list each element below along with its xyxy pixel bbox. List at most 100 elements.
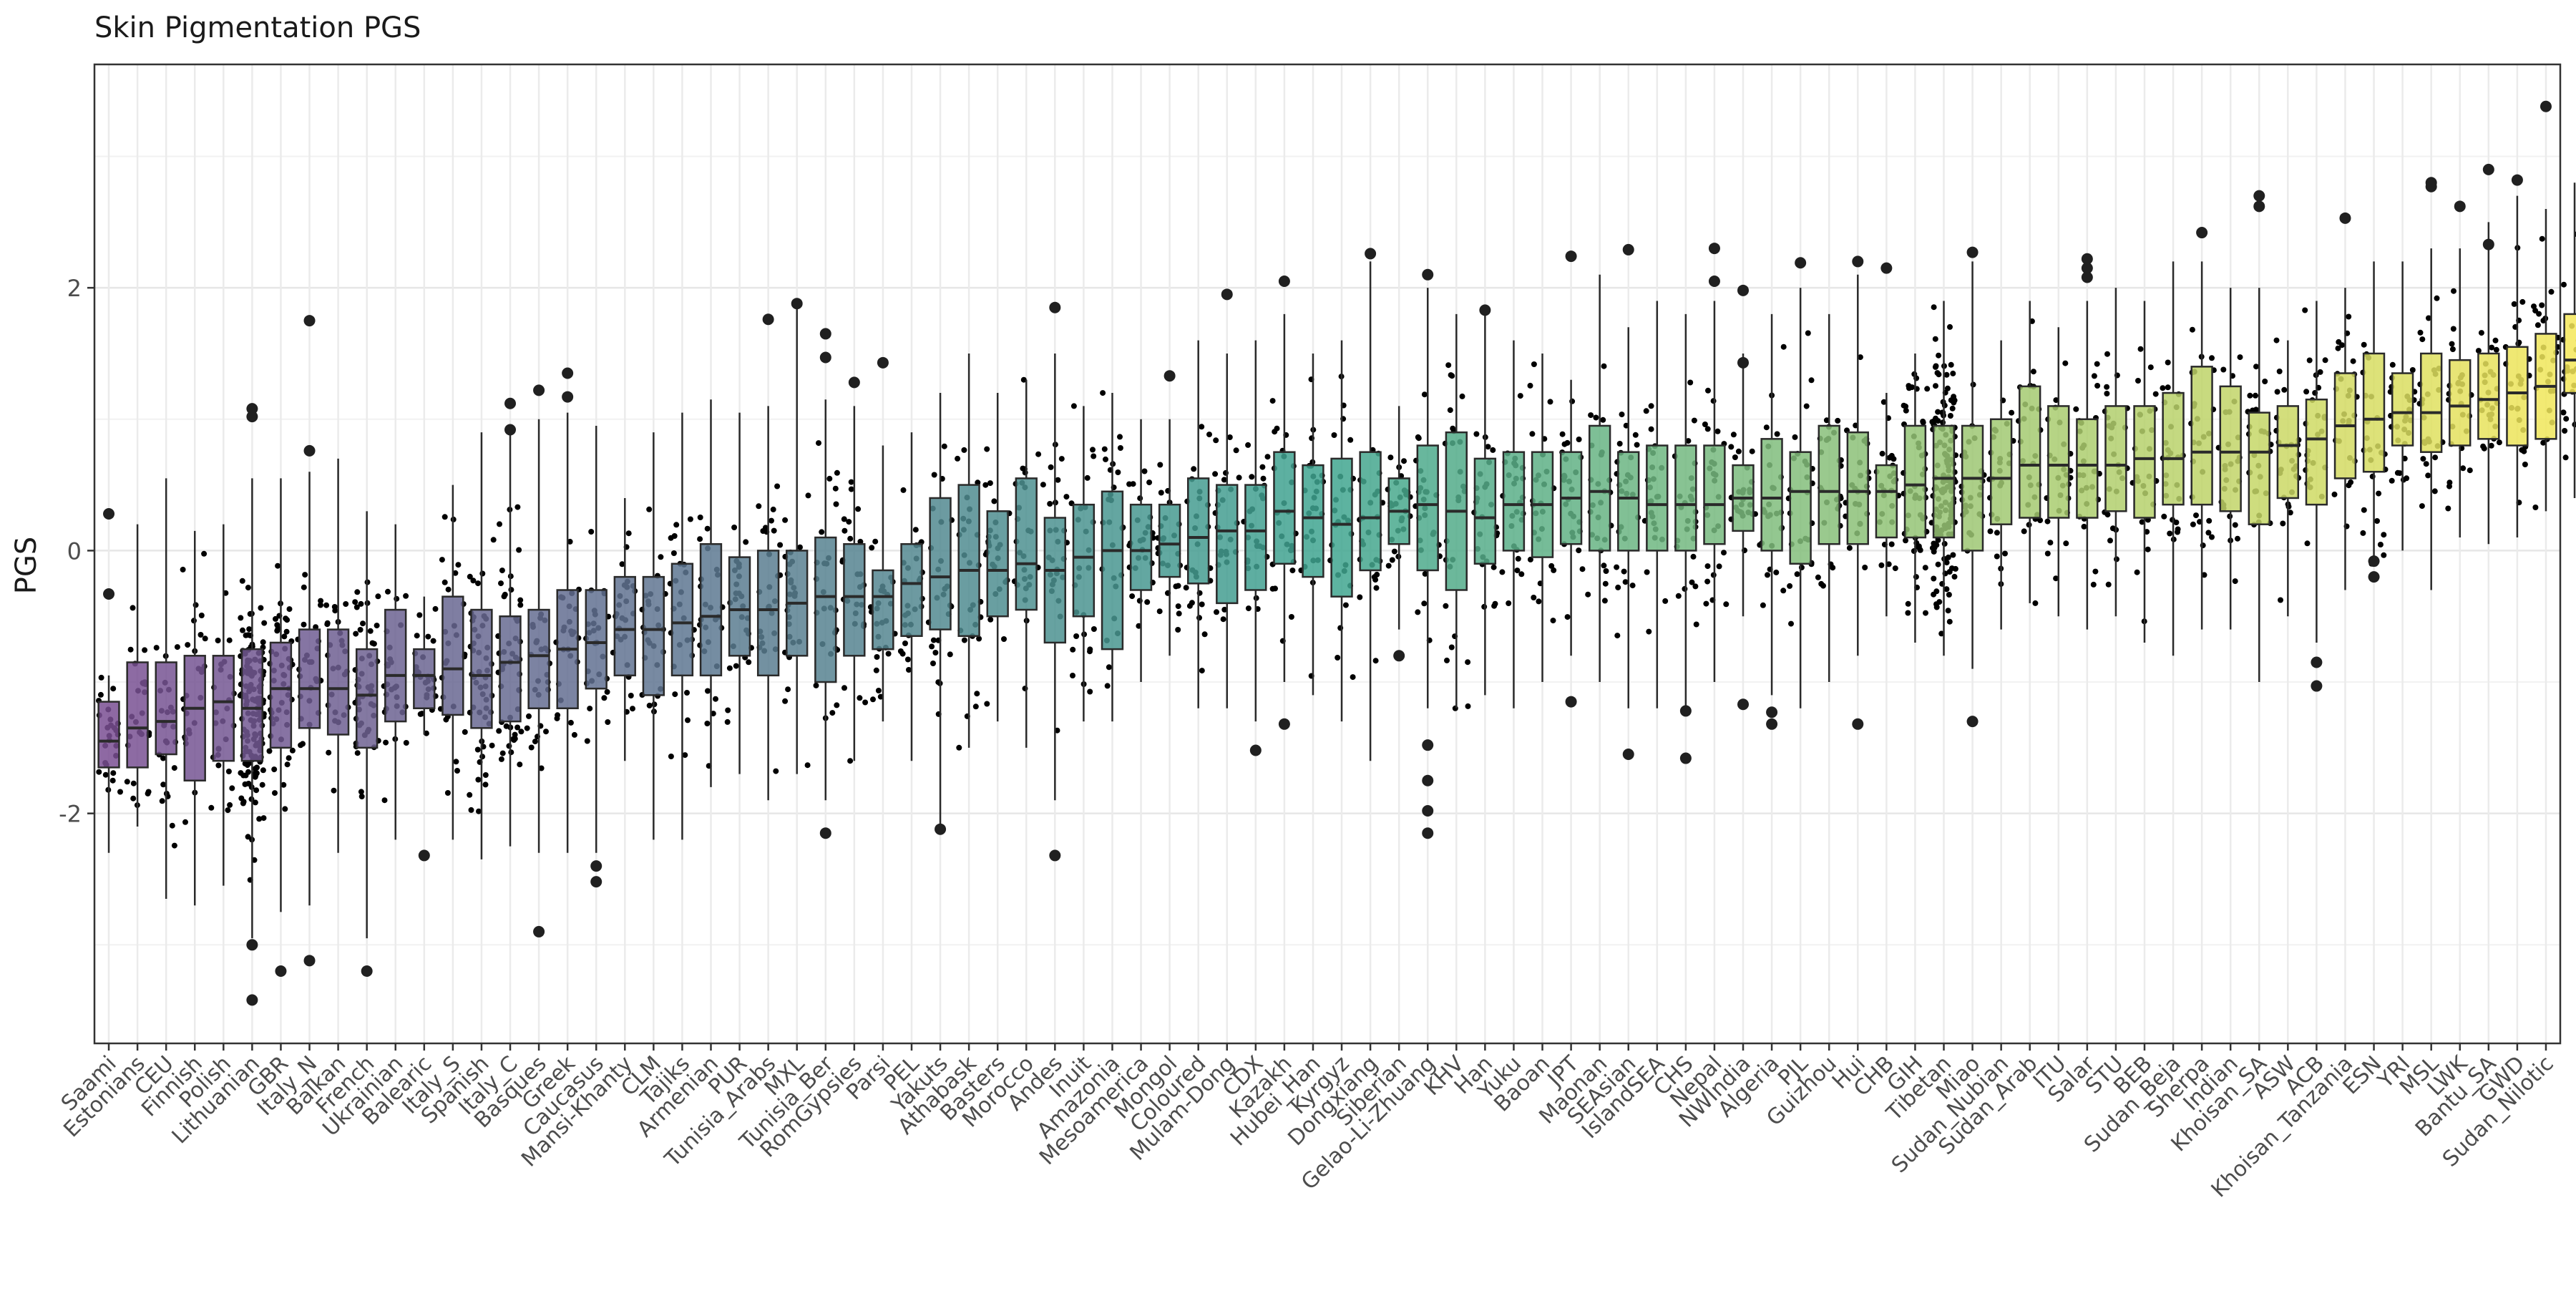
jitter-point <box>353 631 358 637</box>
jitter-point <box>504 724 509 729</box>
jitter-point <box>2205 530 2211 535</box>
jitter-point <box>245 762 250 768</box>
outlier-point <box>1680 705 1692 716</box>
jitter-point <box>526 713 532 719</box>
jitter-point <box>2247 393 2253 399</box>
jitter-point <box>1600 417 1606 423</box>
jitter-point <box>1270 398 1276 404</box>
jitter-point <box>2105 512 2111 517</box>
outlier-point <box>1422 269 1433 281</box>
jitter-point <box>833 486 839 492</box>
jitter-point <box>1950 552 1956 558</box>
box-body <box>2077 419 2097 518</box>
box-body <box>1045 518 1065 643</box>
jitter-point <box>1372 577 1378 583</box>
outlier-point <box>1422 775 1433 786</box>
jitter-point <box>2280 521 2285 527</box>
jitter-point <box>1528 383 1533 389</box>
outlier-point <box>1766 706 1777 718</box>
outlier-point <box>1967 716 1979 727</box>
jitter-point <box>705 526 711 532</box>
jitter-point <box>2497 439 2502 445</box>
jitter-point <box>2432 454 2438 460</box>
jitter-point <box>1913 574 1919 580</box>
jitter-point <box>1071 403 1077 409</box>
jitter-point <box>2281 387 2287 393</box>
jitter-point <box>905 657 911 663</box>
box-body <box>672 564 693 676</box>
outlier-point <box>1479 304 1491 316</box>
jitter-point <box>1035 452 1041 457</box>
jitter-point <box>2302 308 2308 313</box>
outlier-point <box>504 398 516 409</box>
jitter-point <box>145 791 151 796</box>
jitter-point <box>130 605 136 610</box>
jitter-point <box>1805 331 1811 336</box>
jitter-point <box>414 633 420 638</box>
jitter-point <box>226 769 232 774</box>
jitter-point <box>1531 361 1537 367</box>
jitter-point <box>2361 342 2367 348</box>
outlier-point <box>1967 247 1979 258</box>
chart-title: Skin Pigmentation PGS <box>94 11 421 44</box>
jitter-point <box>1118 445 1123 451</box>
jitter-point <box>343 601 348 607</box>
jitter-point <box>245 585 251 590</box>
jitter-point <box>1335 655 1340 661</box>
jitter-point <box>240 578 245 584</box>
jitter-point <box>2274 338 2280 344</box>
jitter-point <box>2104 384 2109 390</box>
jitter-point <box>1775 432 1780 437</box>
jitter-point <box>260 782 265 788</box>
box-body <box>1762 439 1782 550</box>
jitter-point <box>2173 520 2179 525</box>
jitter-point <box>1055 477 1060 483</box>
jitter-point <box>2540 236 2545 242</box>
jitter-point <box>403 593 409 599</box>
jitter-point <box>956 745 962 751</box>
jitter-point <box>2536 311 2542 317</box>
box-body <box>1819 426 1840 544</box>
jitter-point <box>698 515 703 520</box>
jitter-point <box>2381 532 2386 537</box>
jitter-point <box>1551 618 1556 623</box>
jitter-point <box>2253 364 2259 369</box>
jitter-point <box>274 622 280 628</box>
jitter-point <box>869 545 874 550</box>
jitter-point <box>1731 432 1737 437</box>
jitter-point <box>500 751 506 756</box>
jitter-point <box>2562 428 2567 434</box>
jitter-point <box>806 492 811 498</box>
box-body <box>872 570 893 649</box>
jitter-point <box>215 638 221 643</box>
jitter-point <box>841 528 847 534</box>
jitter-point <box>142 647 147 653</box>
jitter-point <box>1091 454 1096 459</box>
box-body <box>2392 374 2413 446</box>
jitter-point <box>1682 586 1687 592</box>
jitter-point <box>431 638 436 644</box>
jitter-point <box>302 572 308 578</box>
box-body <box>2306 399 2327 505</box>
box-body <box>1503 452 1524 551</box>
outlier-point <box>533 926 545 937</box>
jitter-point <box>443 717 449 723</box>
jitter-point <box>605 689 610 695</box>
box-body <box>987 511 1008 616</box>
jitter-point <box>930 661 936 666</box>
box-body <box>1332 459 1352 597</box>
jitter-point <box>499 567 505 573</box>
outlier-point <box>533 384 545 396</box>
jitter-point <box>900 651 906 657</box>
jitter-point <box>2381 552 2386 558</box>
jitter-point <box>475 777 481 783</box>
jitter-point <box>2209 355 2215 361</box>
outlier-point <box>2483 164 2494 175</box>
jitter-point <box>1933 364 1939 369</box>
jitter-point <box>256 816 262 822</box>
jitter-point <box>1374 585 1380 591</box>
jitter-point <box>2451 326 2457 332</box>
jitter-point <box>483 781 489 787</box>
jitter-point <box>2305 540 2311 546</box>
jitter-point <box>1569 399 1575 404</box>
